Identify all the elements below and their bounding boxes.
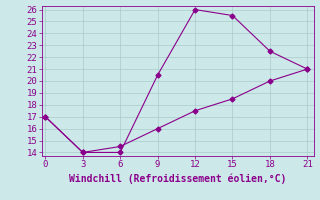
X-axis label: Windchill (Refroidissement éolien,°C): Windchill (Refroidissement éolien,°C)	[69, 173, 286, 184]
